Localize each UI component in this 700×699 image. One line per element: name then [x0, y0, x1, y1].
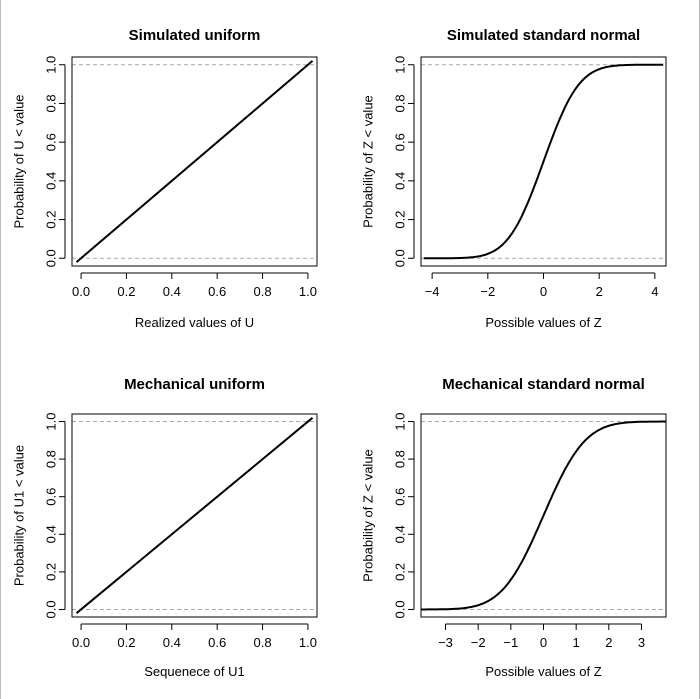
chart-title: Simulated standard normal	[447, 27, 640, 44]
y-tick-label: 0.8	[393, 94, 408, 112]
chart-panel-2: Simulated standard normal −4 −2 0 2 4 0.0 0.2 0.…	[361, 27, 667, 330]
y-tick-label: 0.0	[393, 249, 408, 267]
x-tick-label: 0.0	[72, 284, 90, 299]
series-line	[75, 417, 314, 614]
y-tick-label: 0.4	[44, 172, 59, 190]
x-tick-label: 0.8	[254, 635, 272, 650]
x-tick-label: 0	[540, 635, 547, 650]
x-axis-label: Realized values of U	[135, 315, 254, 330]
x-tick-label: 2	[596, 284, 603, 299]
chart-title: Mechanical standard normal	[442, 376, 645, 393]
y-tick-label: 0.0	[44, 249, 59, 267]
x-tick-label: 0.2	[117, 284, 135, 299]
x-tick-label: 0.4	[163, 635, 181, 650]
x-tick-label: −2	[471, 635, 486, 650]
y-tick-label: 0.8	[44, 450, 59, 468]
x-tick-label: −2	[480, 284, 495, 299]
y-axis-label: Probability of U1 < value	[12, 445, 27, 586]
plot-frame	[71, 413, 318, 618]
x-axis-label: Possible values of Z	[485, 664, 601, 679]
y-tick-label: 1.0	[393, 412, 408, 430]
x-tick-label: −3	[438, 635, 453, 650]
y-tick-label: 1.0	[44, 56, 59, 74]
x-tick-label: 2	[605, 635, 612, 650]
x-tick-label: 1	[573, 635, 580, 650]
x-tick-label: 0	[540, 284, 547, 299]
x-tick-label: 1.0	[299, 284, 317, 299]
x-tick-label: 0.0	[72, 635, 90, 650]
x-axis-label: Sequenece of U1	[144, 664, 244, 679]
plot-frame	[420, 413, 667, 618]
series-line	[423, 63, 664, 260]
y-tick-label: 0.4	[393, 525, 408, 543]
plot-frame	[71, 56, 318, 267]
y-tick-label: 0.0	[393, 600, 408, 618]
y-tick-label: 0.4	[44, 525, 59, 543]
y-tick-label: 0.2	[44, 563, 59, 581]
y-tick-label: 0.0	[44, 600, 59, 618]
x-tick-label: 0.6	[208, 635, 226, 650]
y-tick-label: 0.6	[393, 488, 408, 506]
chart-panel-1: Simulated uniform 0.0 0.2 0.4 0.6 0.8 1.0 0.0 0.…	[12, 27, 318, 330]
chart-title: Mechanical uniform	[124, 376, 265, 393]
x-tick-label: 1.0	[299, 635, 317, 650]
plot-frame	[420, 56, 667, 267]
y-tick-label: 0.8	[393, 450, 408, 468]
y-tick-label: 0.6	[44, 133, 59, 151]
series-line	[421, 420, 666, 611]
x-tick-label: 0.2	[117, 635, 135, 650]
y-tick-label: 0.2	[393, 563, 408, 581]
x-axis-label: Possible values of Z	[485, 315, 601, 330]
y-tick-label: 0.2	[44, 211, 59, 229]
chart-panel-3: Mechanical uniform 0.0 0.2 0.4 0.6 0.8 1.0 0.0 0…	[12, 376, 318, 679]
x-tick-label: 0.8	[254, 284, 272, 299]
chart-title: Simulated uniform	[129, 27, 261, 44]
x-tick-label: 0.4	[163, 284, 181, 299]
chart-panel-4: Mechanical standard normal −3 −2 −1 0 1 2 3 0.0 0…	[361, 376, 667, 679]
x-tick-label: 0.6	[208, 284, 226, 299]
y-tick-label: 0.6	[393, 133, 408, 151]
x-tick-label: −1	[503, 635, 518, 650]
y-axis-label: Probability of Z < value	[361, 95, 376, 228]
y-tick-label: 1.0	[44, 412, 59, 430]
y-tick-label: 0.6	[44, 488, 59, 506]
x-tick-label: 4	[651, 284, 658, 299]
y-tick-label: 1.0	[393, 56, 408, 74]
x-tick-label: 3	[638, 635, 645, 650]
y-tick-label: 0.4	[393, 172, 408, 190]
y-tick-label: 0.8	[44, 94, 59, 112]
y-axis-label: Probability of U < value	[12, 94, 27, 228]
series-line	[75, 60, 314, 263]
y-axis-label: Probability of Z < value	[361, 449, 376, 582]
y-tick-label: 0.2	[393, 211, 408, 229]
x-tick-label: −4	[425, 284, 440, 299]
